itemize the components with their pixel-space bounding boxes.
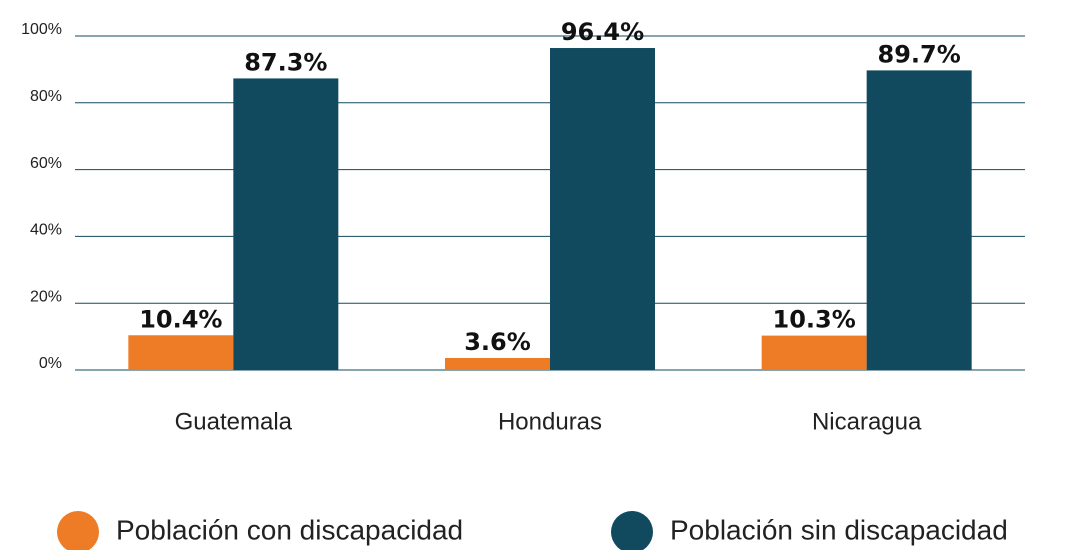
bar <box>550 48 655 371</box>
value-label: 10.4% <box>139 305 222 333</box>
bar <box>128 335 234 370</box>
x-tick-label: Nicaragua <box>812 408 922 435</box>
legend-label: Población sin discapacidad <box>670 514 1008 545</box>
bar <box>233 78 339 370</box>
legend-label: Población con discapacidad <box>116 514 463 545</box>
y-tick-label: 80% <box>30 88 62 105</box>
bar <box>445 357 550 370</box>
x-tick-label: Honduras <box>498 408 602 435</box>
value-label: 10.3% <box>773 306 856 334</box>
legend-swatch <box>57 511 99 550</box>
y-tick-label: 100% <box>21 21 62 38</box>
y-tick-label: 20% <box>30 288 62 305</box>
y-tick-label: 60% <box>30 155 62 172</box>
value-label: 3.6% <box>464 328 531 356</box>
value-label: 87.3% <box>244 48 327 76</box>
value-label: 96.4% <box>561 18 644 46</box>
value-label: 89.7% <box>878 40 961 68</box>
y-tick-label: 40% <box>30 222 62 239</box>
bar <box>866 70 972 370</box>
y-tick-label: 0% <box>39 355 62 372</box>
legend-swatch <box>611 511 653 550</box>
bar <box>761 335 867 370</box>
x-tick-label: Guatemala <box>175 408 293 435</box>
